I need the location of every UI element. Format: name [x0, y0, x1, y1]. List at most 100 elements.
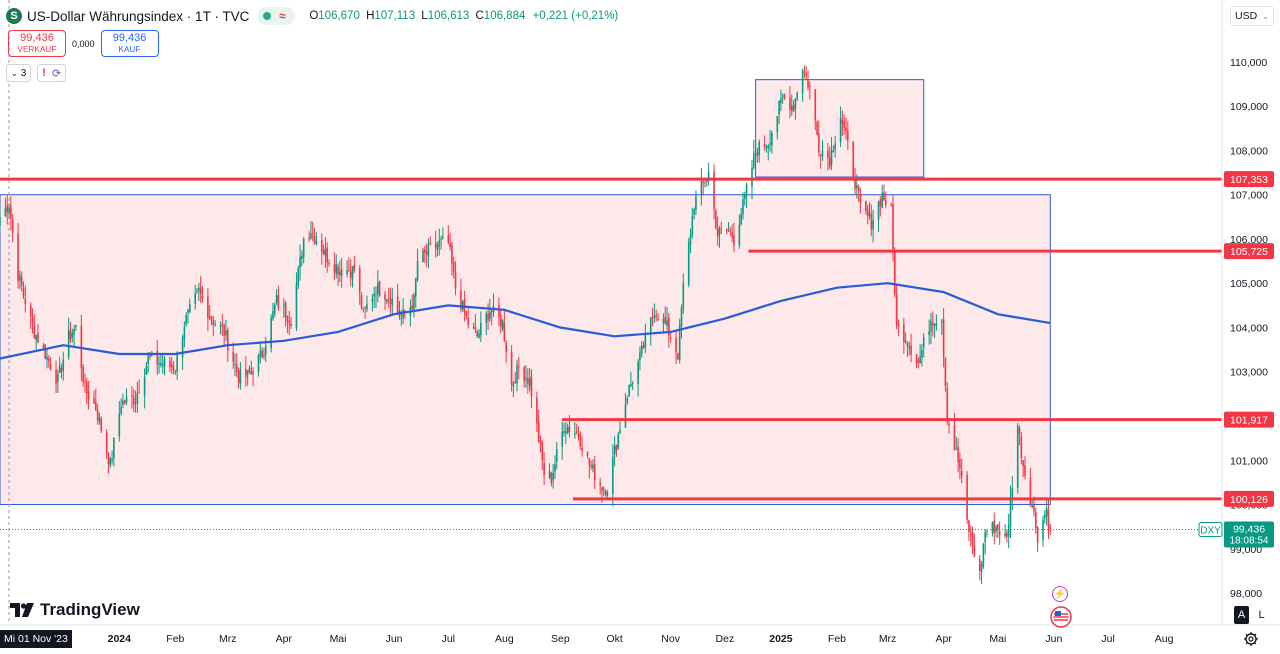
- candle-body: [454, 272, 457, 289]
- time-tick-label: Jun: [386, 633, 403, 645]
- candle-body: [461, 300, 464, 310]
- candle-body: [771, 132, 773, 146]
- time-tick-label: Dez: [716, 633, 735, 645]
- candle-body: [841, 120, 844, 124]
- candle-body: [518, 366, 520, 368]
- candle-body: [451, 244, 453, 264]
- candle-body: [581, 448, 583, 451]
- indicator-status[interactable]: ! ⟳: [37, 64, 67, 82]
- log-scale-button[interactable]: L: [1258, 609, 1265, 621]
- candle-body: [489, 311, 491, 319]
- candle-body: [801, 70, 804, 94]
- candle-body: [828, 157, 831, 168]
- candle-body: [917, 360, 920, 363]
- gear-icon[interactable]: [1243, 631, 1259, 647]
- candle-body: [400, 318, 403, 320]
- candle-body: [729, 230, 732, 232]
- candle-body: [953, 425, 956, 450]
- candle-body: [246, 370, 249, 375]
- candle-body: [107, 453, 110, 465]
- candle-body: [214, 324, 216, 326]
- candle-body: [776, 116, 779, 133]
- candle-body: [232, 351, 234, 362]
- candle-body: [537, 421, 540, 442]
- candle-body: [248, 367, 251, 373]
- currency-selector[interactable]: USD ⌄: [1230, 6, 1274, 26]
- time-tick-label: Jun: [1045, 633, 1062, 645]
- candle-body: [351, 265, 354, 280]
- candle-body: [301, 255, 303, 260]
- candle-body: [42, 345, 45, 347]
- candle-body: [720, 228, 723, 230]
- candle-body: [781, 95, 784, 97]
- candle-body: [322, 249, 325, 254]
- candle-body: [308, 238, 310, 240]
- crosshair-date-label: Mi 01 Nov '23: [0, 630, 72, 648]
- chevron-down-icon: ⌄: [1262, 11, 1269, 21]
- candle-body: [541, 442, 544, 461]
- candle-body: [145, 365, 148, 375]
- moving-average-line: [0, 282, 1051, 360]
- candle-body: [189, 304, 191, 313]
- candle-body: [176, 354, 178, 372]
- candle-body: [333, 264, 336, 272]
- candle-body: [536, 397, 538, 424]
- candle-body: [599, 482, 601, 486]
- candle-body: [763, 144, 766, 147]
- auto-scale-button[interactable]: A: [1234, 606, 1249, 624]
- candle-body: [908, 346, 911, 349]
- price-tick-label: 105,000: [1230, 278, 1268, 290]
- candle-body: [0, 216, 1, 226]
- candle-body: [612, 456, 614, 494]
- candle-body: [257, 355, 260, 373]
- candle-body: [588, 458, 591, 466]
- candle-body: [286, 316, 289, 322]
- candle-body: [499, 315, 502, 327]
- candle-body: [586, 451, 589, 456]
- market-status-pill[interactable]: ≈: [257, 7, 296, 25]
- candle-body: [259, 350, 262, 357]
- sell-button[interactable]: 99,436 VERKAUF: [8, 30, 66, 57]
- candle-body: [740, 214, 742, 225]
- candle-body: [716, 228, 719, 237]
- candle-body: [17, 233, 19, 281]
- ohlc-readout: O106,670 H107,113 L106,613 C106,884 +0,2…: [309, 10, 619, 22]
- candle-body: [998, 531, 1001, 536]
- candle-body: [98, 417, 101, 422]
- candle-body: [100, 418, 103, 432]
- indicator-toggle-button[interactable]: ⌄ 3: [6, 64, 32, 82]
- candle-body: [48, 358, 50, 362]
- candle-body: [487, 313, 489, 321]
- buy-button[interactable]: 99,436 KAUF: [100, 30, 159, 57]
- candle-body: [384, 294, 386, 300]
- candle-body: [478, 333, 480, 338]
- candle-body: [550, 473, 553, 483]
- candle-body: [789, 97, 791, 111]
- candle-body: [131, 395, 133, 398]
- candle-body: [884, 200, 887, 205]
- candle-body: [438, 240, 441, 247]
- candle-body: [644, 333, 647, 348]
- candle-body: [138, 392, 140, 394]
- candle-body: [548, 471, 551, 478]
- symbol-title[interactable]: US-Dollar Währungsindex · 1T · TVC: [27, 8, 250, 24]
- candle-body: [931, 322, 934, 326]
- candle-body: [147, 355, 150, 364]
- candle-body: [552, 472, 554, 481]
- us-flag-event-icon[interactable]: [1050, 606, 1072, 628]
- time-tick-label: Feb: [828, 633, 846, 645]
- last-price-value: 99,436: [1233, 523, 1265, 535]
- event-lightning-icon[interactable]: ⚡: [1052, 586, 1068, 602]
- candle-body: [123, 400, 126, 404]
- price-tick-label: 103,000: [1230, 367, 1268, 379]
- candle-body: [335, 264, 338, 274]
- candle-body: [172, 365, 175, 371]
- candle-body: [8, 207, 10, 214]
- candle-body: [528, 378, 531, 386]
- price-tick-label: 109,000: [1230, 101, 1268, 113]
- candle-body: [490, 311, 493, 313]
- tradingview-logo[interactable]: TradingView: [10, 600, 140, 620]
- candle-body: [637, 361, 639, 385]
- candle-body: [264, 346, 267, 355]
